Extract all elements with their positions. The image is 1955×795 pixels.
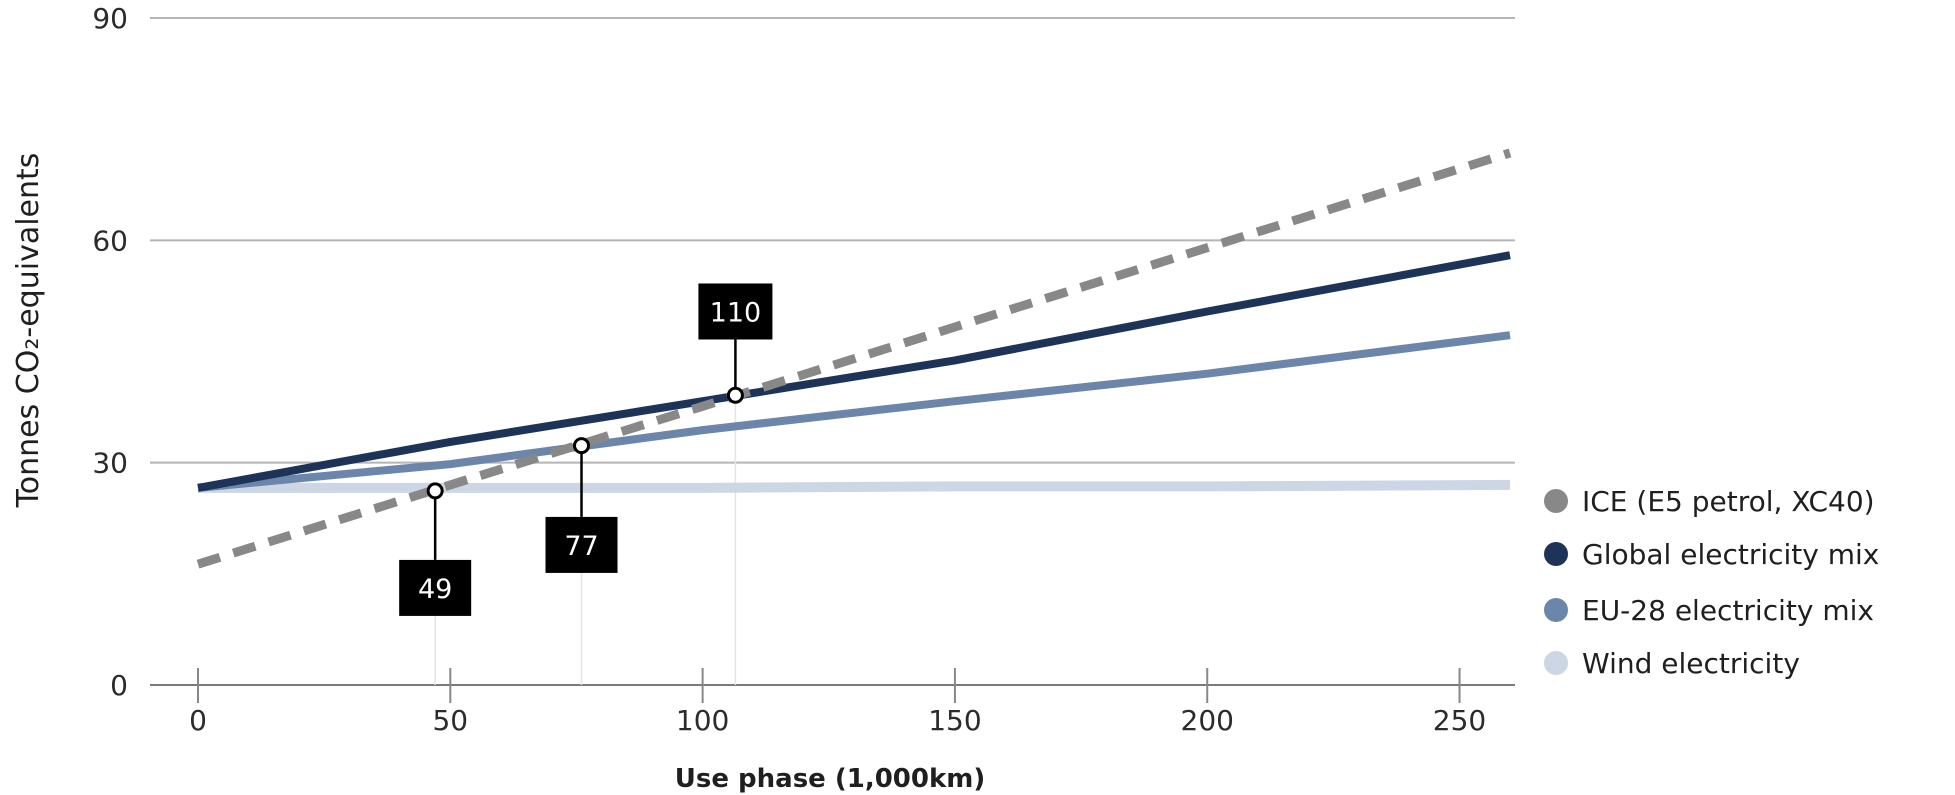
legend-label: Wind electricity — [1582, 647, 1800, 680]
legend-swatch — [1544, 542, 1568, 566]
series-line-1 — [197, 251, 1511, 492]
y-axis-title: Tonnes CO₂-equivalents — [11, 153, 46, 509]
callout-box — [545, 516, 618, 573]
callout-label: 77 — [564, 531, 598, 562]
x-tick-label: 50 — [432, 704, 468, 737]
x-tick-label: 150 — [928, 704, 981, 737]
legend-label: ICE (E5 petrol, XC40) — [1582, 485, 1875, 518]
series-line-3 — [198, 479, 1511, 493]
x-tick-label: 200 — [1181, 704, 1234, 737]
callout-marker — [726, 386, 744, 404]
x-tick-label: 0 — [189, 704, 207, 737]
x-tick-label: 250 — [1433, 704, 1486, 737]
legend-label: Global electricity mix — [1582, 538, 1879, 571]
series-line-2 — [197, 331, 1511, 492]
legend-swatch — [1544, 489, 1568, 513]
x-tick-label: 100 — [676, 704, 729, 737]
legend-swatch — [1544, 651, 1568, 675]
callout-box — [399, 559, 472, 616]
legend-swatch — [1544, 598, 1568, 622]
y-tick-label: 60 — [92, 224, 128, 257]
y-tick-label: 90 — [92, 2, 128, 35]
x-axis — [197, 668, 1461, 703]
grid-lines — [150, 17, 1515, 686]
callout-box — [698, 283, 773, 340]
y-tick-label: 0 — [110, 669, 128, 702]
y-tick-label: 30 — [92, 447, 128, 480]
x-axis-title: Use phase (1,000km) — [675, 764, 986, 794]
callout-marker — [426, 482, 444, 500]
series-lines — [196, 148, 1512, 569]
y-tick-labels: 0 30 60 90 — [92, 2, 128, 702]
callout-label: 49 — [418, 574, 452, 605]
x-tick-labels: 0 50 100 150 200 250 — [189, 704, 1486, 737]
legend-label: EU-28 electricity mix — [1582, 594, 1874, 627]
annotations: 49 77 110 — [399, 283, 773, 616]
legend: ICE (E5 petrol, XC40) Global electricity … — [1544, 485, 1879, 680]
callout-marker — [573, 437, 591, 455]
series-line-0 — [196, 148, 1512, 569]
callout-label: 110 — [710, 297, 762, 328]
